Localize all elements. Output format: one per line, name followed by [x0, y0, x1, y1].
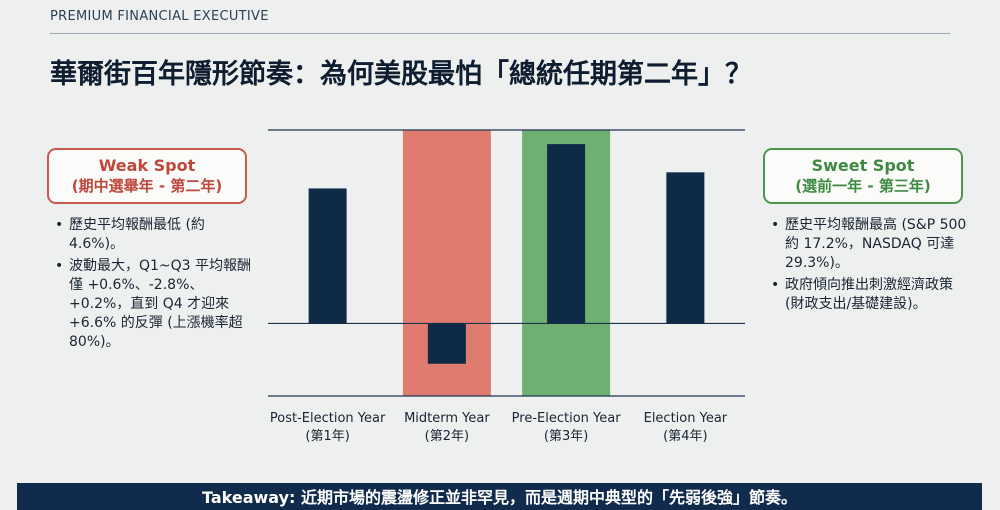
weak-spot-bullet: 歷史平均報酬最低 (約 4.6%)。: [47, 216, 252, 254]
sweet-spot-badge: Sweet Spot (選前一年 - 第三年): [763, 148, 963, 204]
sweet-spot-bullets: 歷史平均報酬最高 (S&P 500 約 17.2%，NASDAQ 可達 29.3…: [763, 216, 973, 314]
takeaway-text: 近期市場的震盪修正並非罕見，而是週期中典型的「先弱後強」節奏。: [295, 488, 797, 507]
x-tick-label: Midterm Year (第2年): [404, 411, 490, 444]
sweet-spot-bullet: 歷史平均報酬最高 (S&P 500 約 17.2%，NASDAQ 可達 29.3…: [763, 216, 973, 273]
x-tick-label: Election Year (第4年): [644, 411, 728, 444]
brand-label: PREMIUM FINANCIAL EXECUTIVE: [50, 9, 269, 24]
sweet-spot-title: Sweet Spot: [811, 156, 915, 175]
takeaway-banner: Takeaway: 近期市場的震盪修正並非罕見，而是週期中典型的「先弱後強」節奏…: [17, 483, 982, 510]
bar-year-2: [427, 323, 466, 364]
bar-year-4: [666, 172, 705, 324]
weak-spot-bullet: 波動最大，Q1~Q3 平均報酬僅 +0.6%、-2.8%、+0.2%，直到 Q4…: [47, 257, 252, 352]
takeaway-label: Takeaway:: [202, 488, 296, 507]
page-title: 華爾街百年隱形節奏：為何美股最怕「總統任期第二年」？: [50, 59, 752, 90]
header-divider: [50, 33, 950, 34]
x-tick-label: Post-Election Year (第1年): [270, 411, 386, 444]
x-tick-label: Pre-Election Year (第3年): [512, 411, 622, 444]
bar-year-1: [308, 188, 347, 324]
weak-spot-title: Weak Spot: [98, 156, 196, 175]
sweet-spot-panel: Sweet Spot (選前一年 - 第三年) 歷史平均報酬最高 (S&P 50…: [763, 148, 966, 317]
sweet-spot-bullet: 政府傾向推出刺激經濟政策 (財政支出/基礎建設)。: [763, 276, 973, 314]
bar-year-3: [547, 144, 586, 324]
weak-spot-panel: Weak Spot (期中選舉年 - 第二年) 歷史平均報酬最低 (約 4.6%…: [47, 148, 251, 355]
weak-spot-bullets: 歷史平均報酬最低 (約 4.6%)。 波動最大，Q1~Q3 平均報酬僅 +0.6…: [47, 216, 252, 352]
weak-spot-badge: Weak Spot (期中選舉年 - 第二年): [47, 148, 247, 204]
weak-spot-subtitle: (期中選舉年 - 第二年): [71, 177, 223, 195]
sweet-spot-subtitle: (選前一年 - 第三年): [795, 177, 931, 195]
